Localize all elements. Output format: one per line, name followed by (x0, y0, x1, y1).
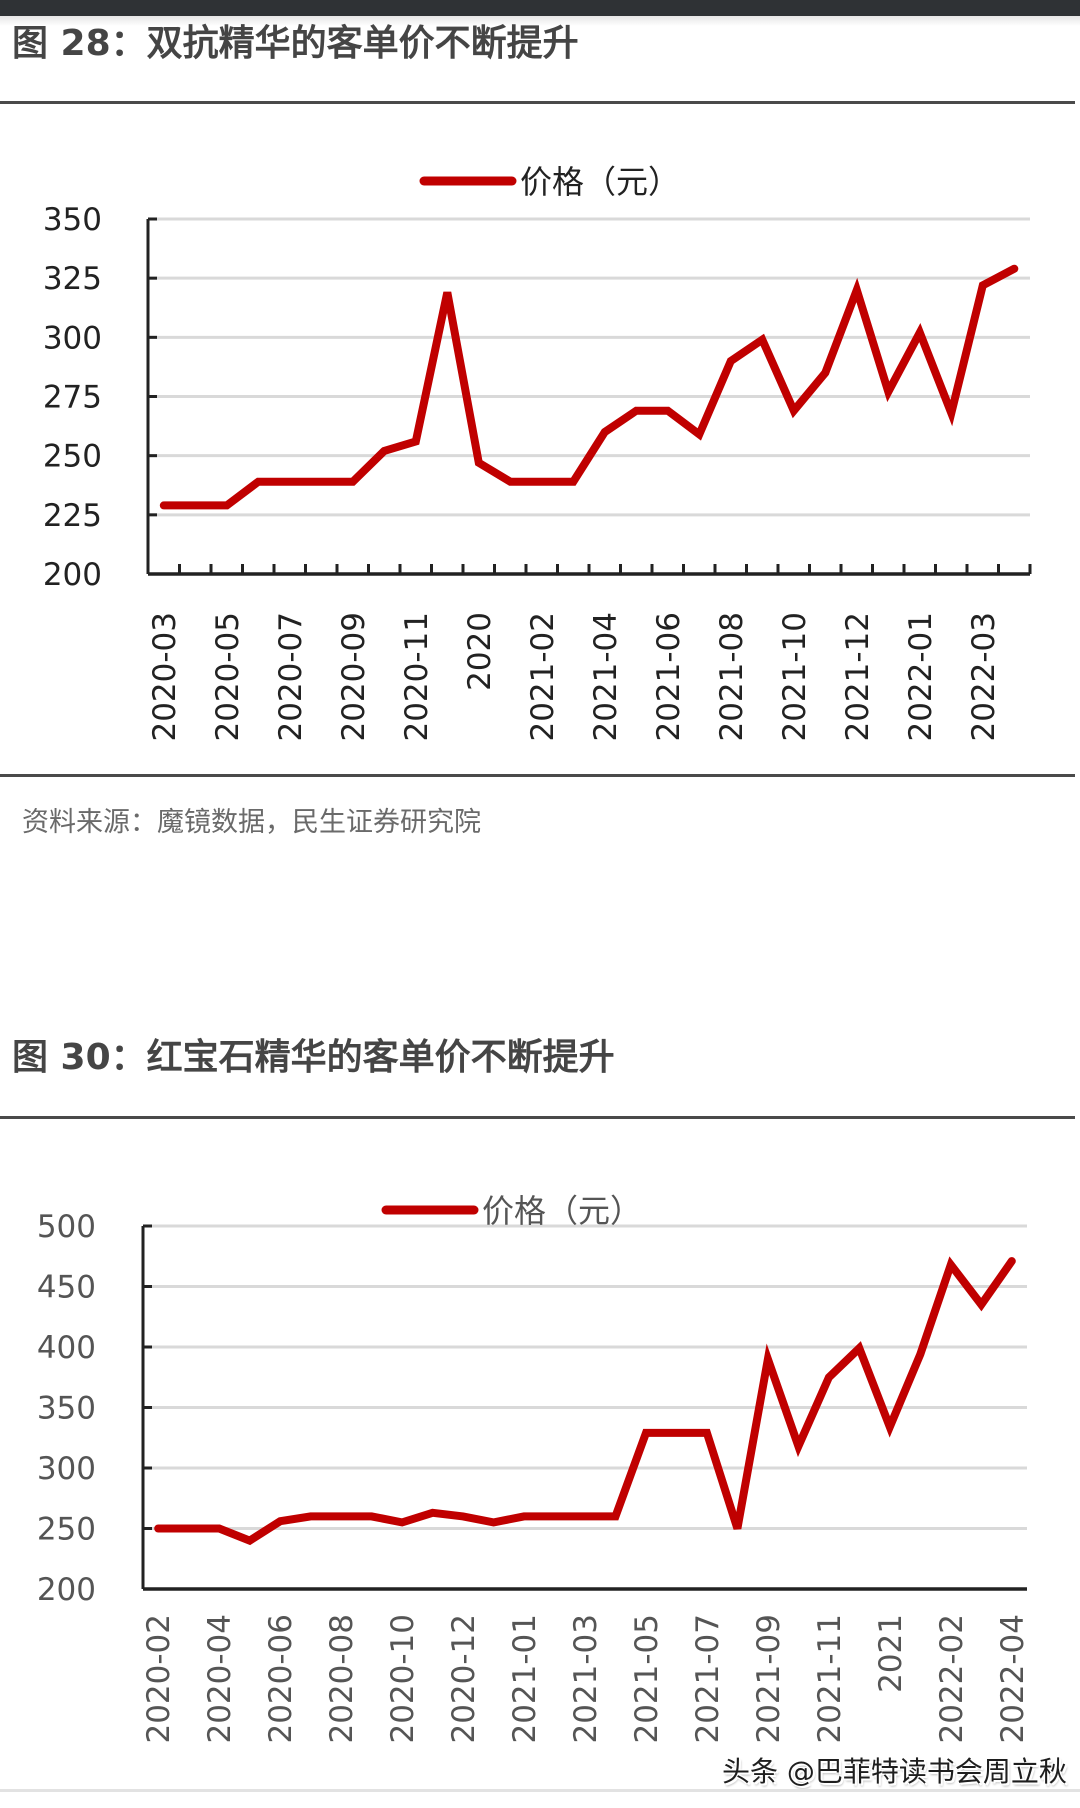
x-tick-label: 2020-05 (210, 612, 246, 742)
x-tick-label: 2021-11 (812, 1614, 848, 1744)
x-tick-label: 2021-06 (651, 612, 687, 742)
figure-30-title: 图 30：红宝石精华的客单价不断提升 (12, 1037, 615, 1078)
figure-28-chart: 200 225 250 275 300 325 350 2020-03 2020-05 2020-… (0, 120, 1080, 760)
y-tick-label: 250 (43, 439, 102, 475)
y-tick-label: 400 (37, 1330, 96, 1366)
figure-30-chart: 200 250 300 350 400 450 500 2020-02 2020-04 2020-… (0, 1140, 1080, 1760)
y-tick-label: 225 (43, 498, 102, 534)
x-tick-label: 2022-04 (995, 1614, 1031, 1744)
legend-label: 价格（元） (482, 1192, 642, 1230)
price-series-line (159, 264, 1019, 510)
y-tick-label: 200 (43, 557, 102, 593)
top-status-bar (0, 0, 1080, 16)
x-tick-label: 2020-06 (263, 1614, 299, 1744)
x-tick-label: 2020-08 (324, 1614, 360, 1744)
watermark-text: 头条 @巴菲特读书会周立秋 (722, 1755, 1067, 1788)
x-tick-label: 2021-03 (568, 1614, 604, 1744)
y-tick-label: 275 (43, 380, 102, 416)
figure-28-bottom-rule (0, 774, 1075, 777)
x-tick-label: 2021-10 (777, 612, 813, 742)
x-tick-label: 2021 (873, 1614, 909, 1693)
x-tick-label: 2020-07 (273, 612, 309, 742)
legend-label: 价格（元） (520, 163, 680, 201)
x-tick-label: 2020-10 (385, 1614, 421, 1744)
x-tick-label: 2022-02 (934, 1614, 970, 1744)
y-tick-label: 500 (37, 1209, 96, 1245)
y-tick-label: 325 (43, 261, 102, 297)
bottom-divider (0, 1789, 1080, 1792)
y-tick-label: 450 (37, 1270, 96, 1306)
x-tick-label: 2021-01 (507, 1614, 543, 1744)
y-tick-label: 250 (37, 1512, 96, 1548)
x-tick-label: 2020-02 (141, 1614, 177, 1744)
figure-28-top-rule (0, 101, 1075, 104)
x-tick-label: 2021-07 (690, 1614, 726, 1744)
x-tick-label: 2020-11 (399, 612, 435, 742)
x-tick-label: 2021-09 (751, 1614, 787, 1744)
x-tick-label: 2021-12 (840, 612, 876, 742)
x-tick-label: 2021-08 (714, 612, 750, 742)
y-tick-label: 350 (37, 1391, 96, 1427)
x-tick-label: 2020-03 (147, 612, 183, 742)
y-tick-label: 300 (43, 320, 102, 356)
x-tick-label: 2020-12 (446, 1614, 482, 1744)
top-bar-shadow (0, 16, 1080, 26)
x-tick-label: 2020-04 (202, 1614, 238, 1744)
y-tick-label: 200 (37, 1572, 96, 1608)
price-series-line (154, 1256, 1016, 1546)
x-tick-label: 2020-09 (336, 612, 372, 742)
y-tick-label: 350 (43, 202, 102, 238)
figure-28-line-chart: 200 225 250 275 300 325 350 2020-03 2020-05 2020-… (43, 163, 1032, 742)
y-tick-label: 300 (37, 1451, 96, 1487)
figure-30-top-rule (0, 1116, 1075, 1119)
x-tick-label: 2022-03 (966, 612, 1002, 742)
figure-28-title: 图 28：双抗精华的客单价不断提升 (12, 23, 579, 64)
x-tick-label: 2022-01 (903, 612, 939, 742)
x-tick-label: 2020 (462, 612, 498, 691)
figure-30-line-chart: 200 250 300 350 400 450 500 2020-02 2020-04 2020-… (37, 1192, 1031, 1744)
x-tick-label: 2021-02 (525, 612, 561, 742)
x-tick-label: 2021-05 (629, 1614, 665, 1744)
figure-28-source-note: 资料来源：魔镜数据，民生证券研究院 (22, 807, 481, 838)
x-tick-label: 2021-04 (588, 612, 624, 742)
